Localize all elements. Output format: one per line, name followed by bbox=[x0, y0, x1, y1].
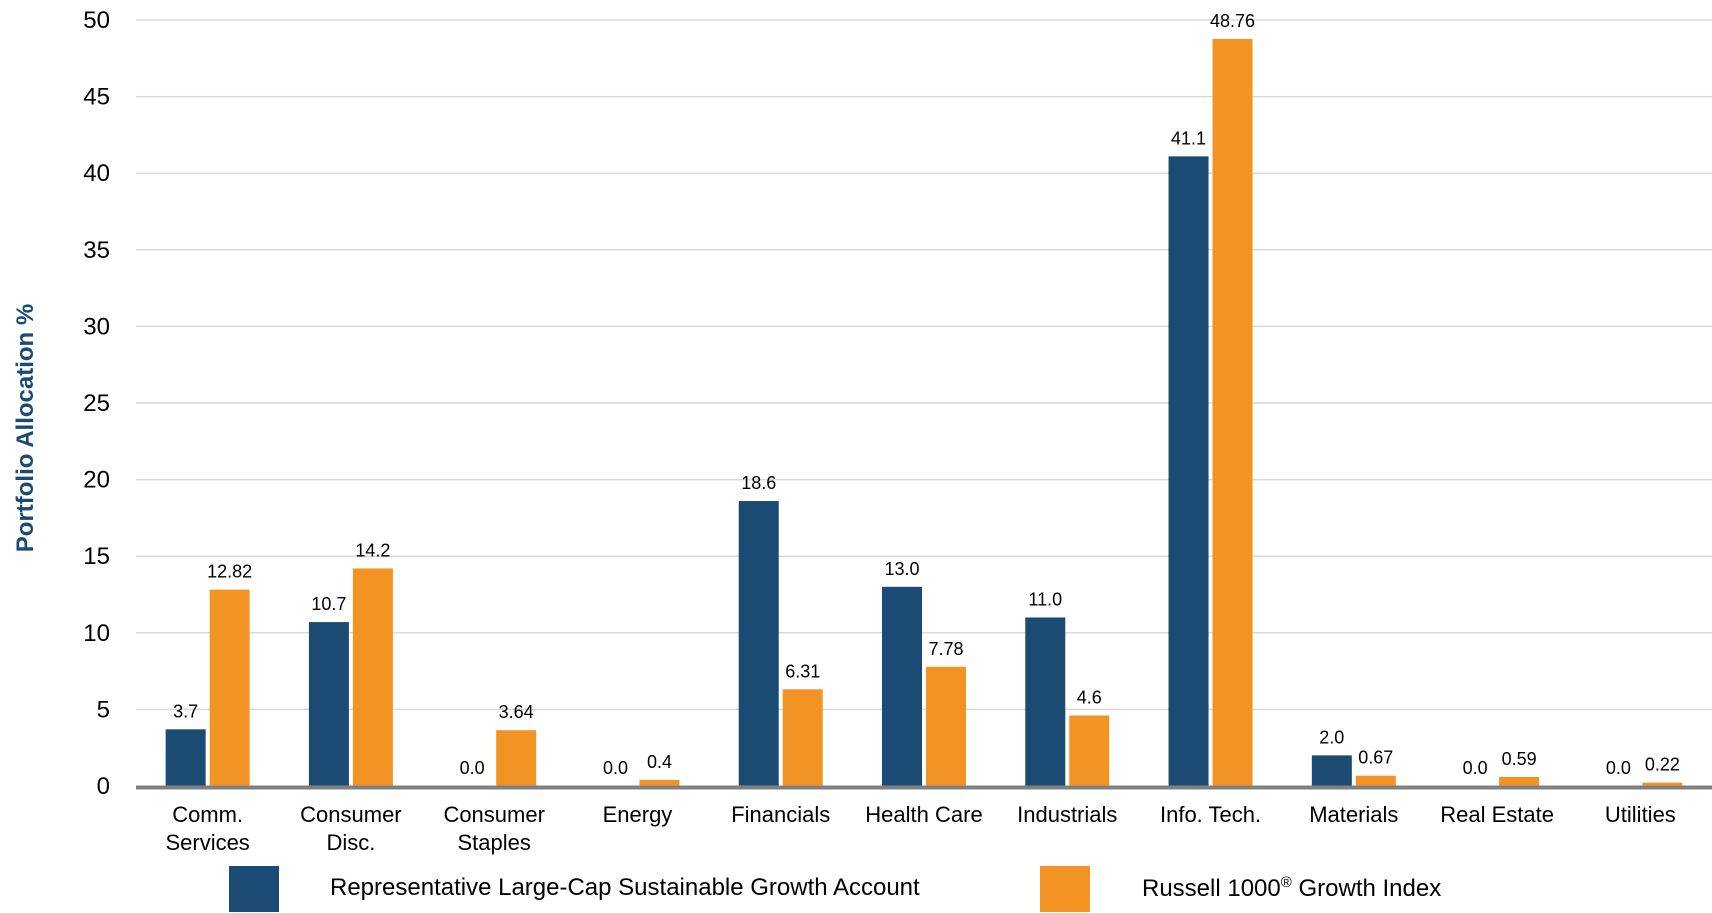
x-category-label: Financials bbox=[731, 802, 830, 827]
data-label-index: 7.78 bbox=[928, 639, 963, 659]
x-category-label: Consumer bbox=[443, 802, 544, 827]
bar-chart: 0 5 10 15 20 25 30 35 40 45 50 3.7 12.82 10.7 14.2 0.0… bbox=[12, 7, 1712, 855]
data-label-index: 48.76 bbox=[1210, 11, 1255, 31]
data-label-index: 0.4 bbox=[647, 752, 672, 772]
y-tick-label: 0 bbox=[97, 773, 110, 800]
y-tick-label: 15 bbox=[83, 543, 110, 570]
bar-account bbox=[1311, 755, 1352, 786]
data-label-index: 0.59 bbox=[1502, 749, 1537, 769]
x-category-label: Real Estate bbox=[1440, 802, 1554, 827]
gridlines bbox=[136, 19, 1712, 711]
x-category-label: Utilities bbox=[1605, 802, 1676, 827]
y-tick-label: 5 bbox=[97, 696, 110, 723]
x-category-label: Services bbox=[165, 830, 249, 855]
y-tick-label: 40 bbox=[83, 160, 110, 187]
bar-index bbox=[1642, 782, 1683, 786]
bar-index bbox=[1212, 38, 1253, 786]
data-label-account: 13.0 bbox=[884, 559, 919, 579]
x-category-label: Materials bbox=[1309, 802, 1398, 827]
x-category-label: Info. Tech. bbox=[1160, 802, 1261, 827]
bar-index bbox=[926, 666, 966, 786]
legend-label-index: Russell 1000® Growth Index bbox=[1142, 874, 1441, 903]
y-axis-label: Portfolio Allocation % bbox=[12, 304, 39, 552]
y-tick-label: 30 bbox=[83, 313, 110, 340]
bar-account bbox=[308, 622, 349, 786]
data-labels: 3.7 12.82 10.7 14.2 0.0 3.64 0.0 0.4 18.6 6.31 13.… bbox=[173, 11, 1680, 778]
data-label-index: 14.2 bbox=[355, 540, 390, 560]
bar-index bbox=[1355, 775, 1396, 786]
bar-account bbox=[1168, 156, 1209, 786]
legend-label-index-main: Russell 1000 bbox=[1142, 875, 1281, 902]
y-tick-label: 35 bbox=[83, 237, 110, 264]
data-label-account: 2.0 bbox=[1319, 727, 1344, 747]
data-label-account: 0.0 bbox=[1463, 758, 1488, 778]
bars bbox=[165, 38, 1683, 786]
legend-swatch-index bbox=[1040, 866, 1090, 912]
x-category-label: Staples bbox=[457, 830, 530, 855]
data-label-account: 0.0 bbox=[1606, 758, 1631, 778]
bar-index bbox=[1499, 776, 1540, 786]
bar-index bbox=[1069, 715, 1110, 786]
y-axis-ticks: 0 5 10 15 20 25 30 35 40 45 50 bbox=[83, 7, 110, 800]
x-category-label: Energy bbox=[603, 802, 673, 827]
x-category-label: Comm. bbox=[172, 802, 243, 827]
y-tick-label: 20 bbox=[83, 467, 110, 494]
legend: Representative Large-Cap Sustainable Gro… bbox=[0, 866, 1712, 912]
legend-label-index-post: Growth Index bbox=[1291, 875, 1442, 902]
x-category-label: Health Care bbox=[865, 802, 982, 827]
data-label-index: 3.64 bbox=[499, 702, 534, 722]
data-label-account: 0.0 bbox=[460, 758, 485, 778]
bar-index bbox=[496, 730, 537, 786]
bar-index bbox=[209, 589, 250, 786]
legend-label-index-sup: ® bbox=[1280, 874, 1292, 891]
bar-index bbox=[639, 779, 680, 786]
legend-swatch-account bbox=[229, 866, 279, 912]
y-tick-label: 50 bbox=[83, 7, 110, 34]
x-category-label: Disc. bbox=[326, 830, 375, 855]
bar-account bbox=[738, 501, 779, 786]
bar-account bbox=[882, 586, 922, 786]
y-tick-label: 25 bbox=[83, 390, 110, 417]
data-label-account: 11.0 bbox=[1028, 589, 1062, 609]
x-axis-categories: Comm. Services Consumer Disc. Consumer Staple… bbox=[165, 802, 1675, 855]
data-label-index: 0.22 bbox=[1645, 755, 1680, 775]
bar-account bbox=[165, 729, 206, 786]
data-label-account: 3.7 bbox=[173, 701, 198, 721]
bar-index bbox=[352, 568, 393, 786]
data-label-index: 12.82 bbox=[207, 562, 252, 582]
data-label-index: 6.31 bbox=[785, 661, 820, 681]
data-label-account: 18.6 bbox=[741, 473, 776, 493]
x-category-label: Consumer bbox=[300, 802, 401, 827]
data-label-account: 10.7 bbox=[311, 594, 346, 614]
bar-account bbox=[1025, 617, 1066, 786]
y-tick-label: 10 bbox=[83, 620, 110, 647]
legend-label-account: Representative Large-Cap Sustainable Gro… bbox=[330, 874, 920, 901]
data-label-account: 0.0 bbox=[603, 758, 628, 778]
x-category-label: Industrials bbox=[1017, 802, 1117, 827]
data-label-index: 0.67 bbox=[1358, 748, 1393, 768]
y-tick-label: 45 bbox=[83, 84, 110, 111]
data-label-index: 4.6 bbox=[1077, 688, 1102, 708]
data-label-account: 41.1 bbox=[1171, 128, 1206, 148]
bar-index bbox=[782, 689, 823, 786]
